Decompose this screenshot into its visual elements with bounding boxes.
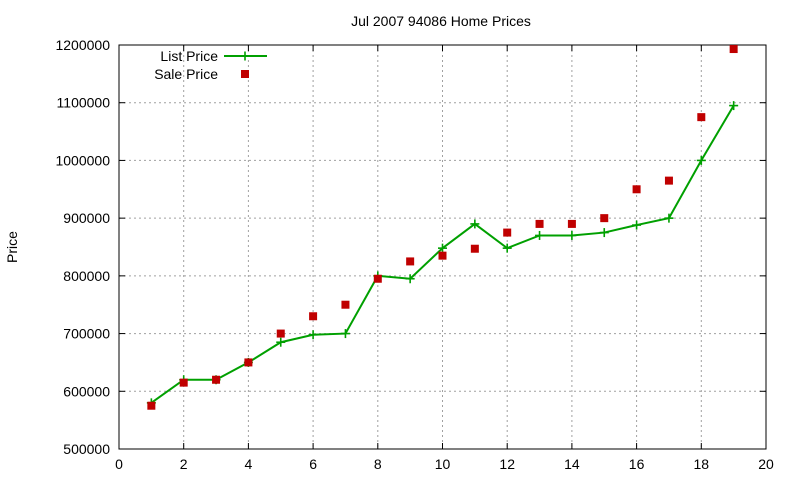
list-price-point	[405, 274, 415, 284]
sale-price-point	[179, 378, 188, 387]
y-tick-label: 900000	[63, 210, 110, 226]
y-tick-label: 1200000	[55, 37, 110, 53]
y-tick-label: 1100000	[57, 95, 111, 111]
legend-marker-list-price	[240, 51, 250, 61]
y-tick-label: 600000	[63, 383, 110, 399]
sale-price-point	[438, 251, 447, 260]
sale-price-series	[147, 45, 738, 410]
legend-label-sale-price: Sale Price	[154, 66, 218, 82]
x-tick-label: 4	[245, 456, 253, 472]
sale-price-point	[470, 244, 479, 253]
list-price-point	[567, 230, 577, 240]
x-tick-label: 0	[115, 456, 123, 472]
x-tick-label: 6	[309, 456, 317, 472]
sale-price-point	[147, 401, 156, 410]
list-price-point	[276, 337, 286, 347]
grid-lines	[119, 45, 766, 449]
list-price-point	[632, 220, 642, 230]
list-price-point	[502, 243, 512, 253]
x-tick-label: 12	[499, 456, 515, 472]
x-tick-label: 10	[435, 456, 451, 472]
sale-price-point	[341, 300, 350, 309]
x-tick-label: 16	[629, 456, 645, 472]
x-tick-label: 20	[758, 456, 774, 472]
sale-price-point	[729, 45, 738, 54]
y-tick-label: 1000000	[55, 152, 110, 168]
axis-ticks: 0 2 4 6 8 10 12 14 16 18 20 500000 600000 700000 80000…	[55, 37, 774, 472]
y-tick-label: 700000	[63, 326, 110, 342]
list-price-point	[470, 219, 480, 229]
sale-price-point	[309, 312, 318, 321]
sale-price-point	[664, 176, 673, 185]
legend-marker-sale-price	[241, 70, 249, 78]
chart-title: Jul 2007 94086 Home Prices	[351, 13, 531, 29]
list-price-point	[729, 101, 739, 111]
list-price-point	[535, 230, 545, 240]
legend: List Price Sale Price	[154, 48, 267, 82]
sale-price-point	[373, 274, 382, 283]
sale-price-point	[244, 358, 253, 367]
sale-price-point	[406, 257, 415, 266]
sale-price-point	[212, 375, 221, 384]
list-price-point	[696, 155, 706, 165]
y-tick-label: 800000	[63, 268, 110, 284]
sale-price-point	[567, 219, 576, 228]
y-axis-label: Price	[4, 231, 20, 263]
sale-price-point	[535, 219, 544, 228]
list-price-point	[438, 243, 447, 253]
x-tick-label: 2	[180, 456, 188, 472]
series-layer	[146, 45, 739, 410]
x-tick-label: 8	[374, 456, 382, 472]
sale-price-point	[276, 329, 285, 338]
list-price-point	[340, 329, 350, 339]
list-price-point	[599, 228, 609, 238]
legend-label-list-price: List Price	[160, 48, 218, 64]
sale-price-point	[632, 185, 641, 194]
sale-price-point	[600, 214, 609, 223]
x-tick-label: 18	[694, 456, 710, 472]
list-price-point	[308, 330, 318, 340]
x-tick-label: 14	[564, 456, 580, 472]
sale-price-point	[503, 228, 512, 237]
sale-price-point	[697, 113, 706, 122]
list-price-point	[664, 213, 674, 223]
y-tick-label: 500000	[63, 441, 110, 457]
